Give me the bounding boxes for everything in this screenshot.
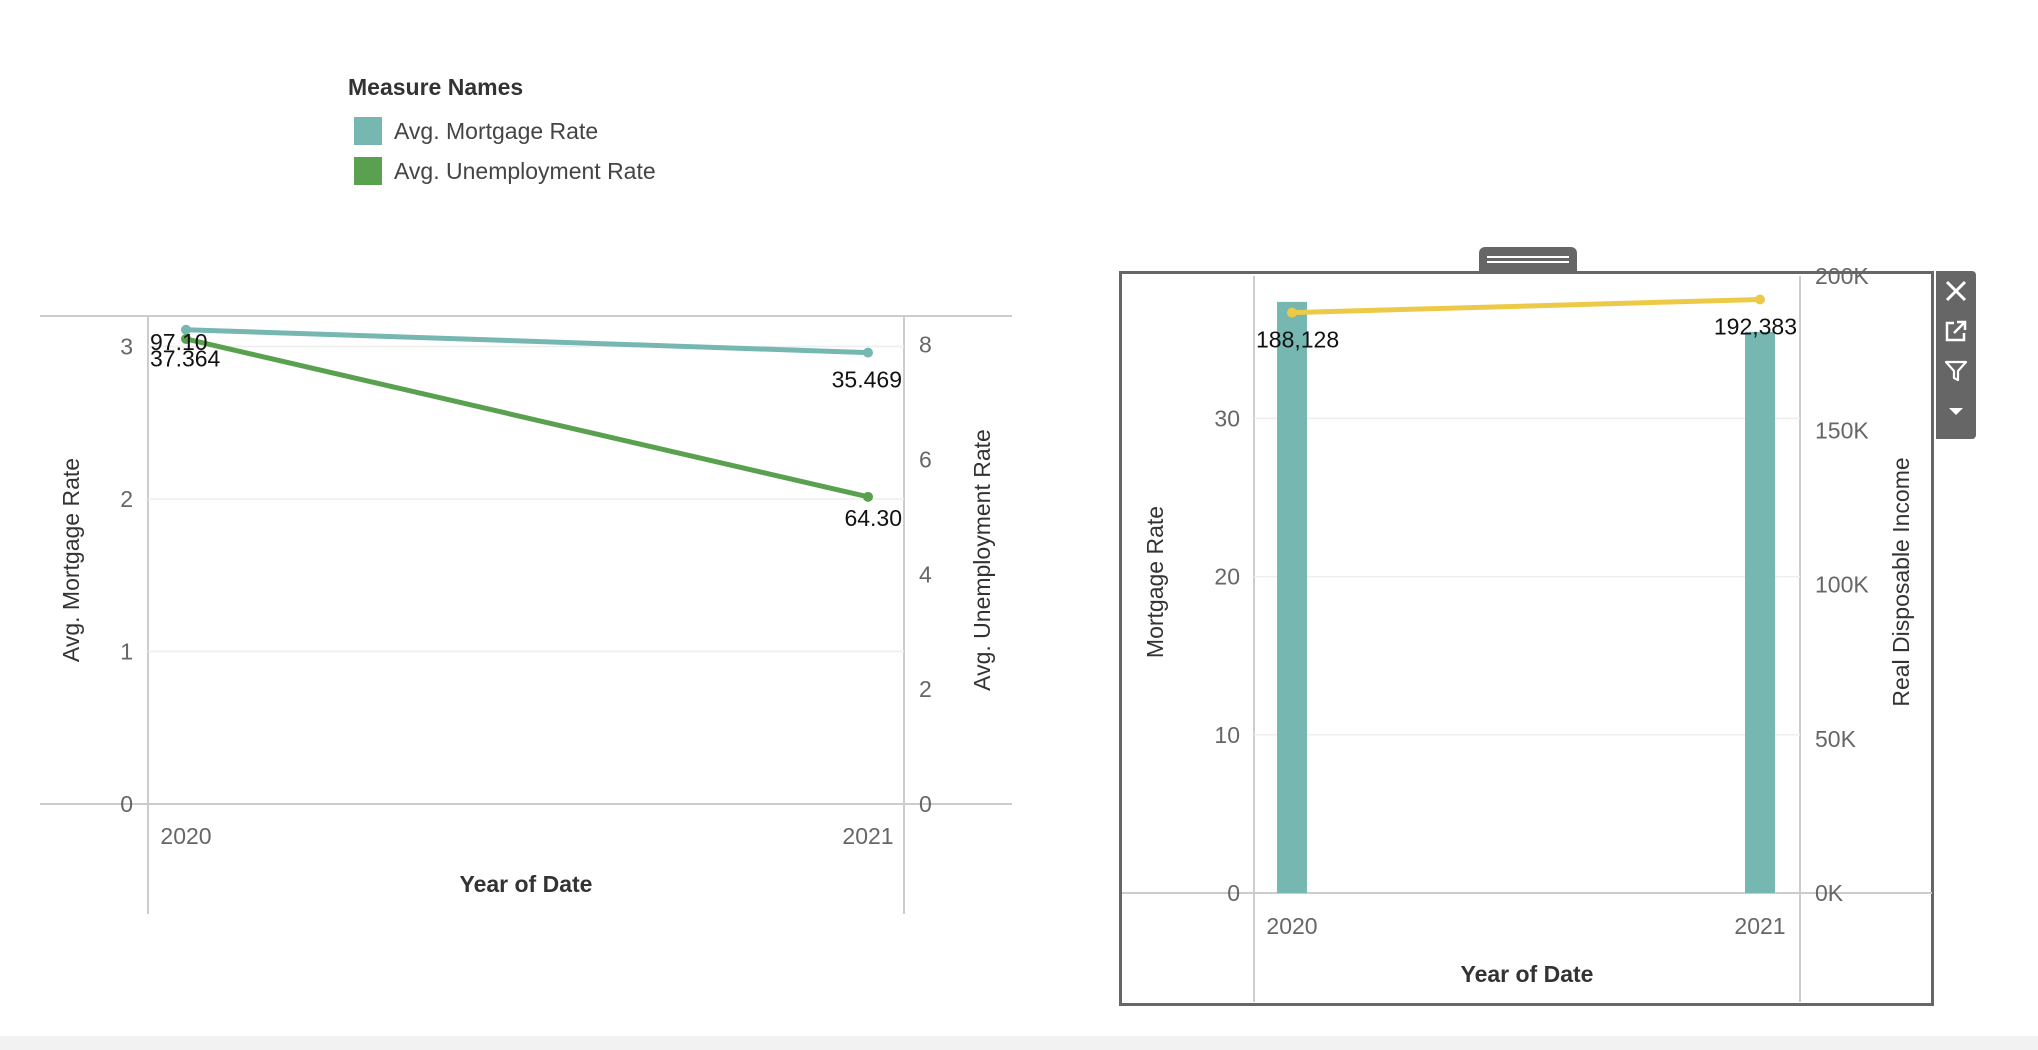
bar <box>1745 331 1775 893</box>
dropdown-arrow-icon[interactable] <box>1936 391 1976 431</box>
y-axis-title: Mortgage Rate <box>1142 506 1168 658</box>
data-point <box>1755 294 1765 305</box>
y2-tick-label: 100K <box>1815 572 1869 598</box>
y-tick-label: 10 <box>1214 722 1240 748</box>
legend-label: Avg. Mortgage Rate <box>394 117 599 144</box>
open-external-icon[interactable] <box>1936 311 1976 351</box>
x-tick-label: 2021 <box>1734 913 1785 939</box>
series-line <box>185 327 869 356</box>
legend-item-unemployment[interactable]: Avg. Unemployment Rate <box>348 151 656 191</box>
x-axis-title: Year of Date <box>1461 961 1594 987</box>
bar <box>1277 301 1307 894</box>
series-line <box>1291 296 1761 316</box>
legend-item-mortgage[interactable]: Avg. Mortgage Rate <box>348 111 656 151</box>
data-point <box>863 491 873 502</box>
legend-swatch-mortgage <box>354 117 382 145</box>
data-point <box>863 347 873 358</box>
y2-tick-label: 8 <box>919 332 932 358</box>
data-label: 35.469 <box>832 367 902 393</box>
y2-tick-label: 4 <box>919 561 932 587</box>
y-tick-label: 1 <box>120 639 133 665</box>
y2-tick-label: 2 <box>919 676 932 702</box>
y2-tick-label: 50K <box>1815 726 1857 752</box>
popup-toolbar <box>1936 271 1976 439</box>
bottom-strip <box>0 1036 2038 1050</box>
filter-icon[interactable] <box>1936 351 1976 391</box>
popup-drag-handle[interactable] <box>1479 247 1577 271</box>
data-label: 192,383 <box>1714 313 1797 339</box>
popup-frame <box>1119 271 1934 1006</box>
close-icon[interactable] <box>1936 271 1976 311</box>
x-tick-label: 2021 <box>842 823 893 849</box>
y2-tick-label: 6 <box>919 447 932 473</box>
data-point <box>1287 307 1297 318</box>
legend-swatch-unemployment <box>354 157 382 185</box>
y2-tick-label: 150K <box>1815 417 1869 443</box>
legend: Measure Names Avg. Mortgage Rate Avg. Un… <box>348 74 656 191</box>
y2-tick-label: 0 <box>919 791 932 817</box>
y-tick-label: 0 <box>1227 880 1240 906</box>
legend-title: Measure Names <box>348 74 524 100</box>
data-label: 188,128 <box>1256 327 1339 353</box>
y-axis-title: Avg. Mortgage Rate <box>58 458 84 662</box>
y2-axis-title: Avg. Unemployment Rate <box>969 429 995 691</box>
y-tick-label: 20 <box>1214 564 1240 590</box>
data-label: 37.364 <box>150 346 221 372</box>
data-label: 64.30 <box>844 505 902 531</box>
data-point <box>181 324 191 335</box>
y-tick-label: 2 <box>120 486 133 512</box>
y2-tick-label: 0K <box>1815 880 1844 906</box>
data-point <box>181 333 191 344</box>
y-tick-label: 30 <box>1214 405 1240 431</box>
y-tick-label: 0 <box>120 791 133 817</box>
data-label: 97.10 <box>150 329 208 355</box>
y-tick-label: 3 <box>120 334 133 360</box>
legend-label: Avg. Unemployment Rate <box>394 157 656 184</box>
y2-tick-label: 200K <box>1815 263 1869 289</box>
x-tick-label: 2020 <box>160 823 211 849</box>
series-line <box>185 336 869 500</box>
x-tick-label: 2020 <box>1266 913 1317 939</box>
y2-axis-title: Real Disposable Income <box>1888 457 1914 706</box>
x-axis-title: Year of Date <box>460 871 593 897</box>
